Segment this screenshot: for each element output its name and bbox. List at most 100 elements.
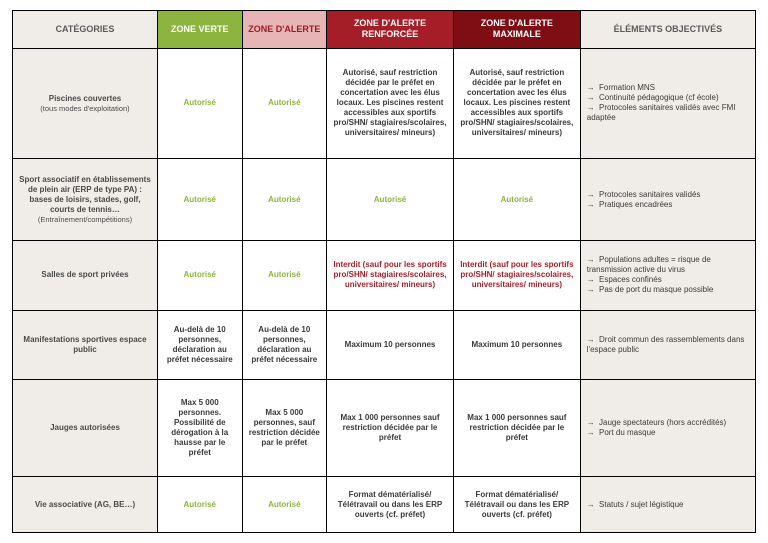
- element-line: → Pas de port du masque possible: [587, 285, 749, 295]
- arrow-icon: →: [587, 335, 597, 345]
- category-main: Piscines couvertes: [49, 94, 121, 103]
- arrow-icon: →: [587, 83, 597, 93]
- element-text: Espaces confinés: [597, 275, 662, 284]
- category-main: Jauges autorisées: [50, 423, 120, 432]
- category-main: Sport associatif en établissements de pl…: [19, 175, 151, 214]
- cell-maximale: Autorisé, sauf restriction décidée par l…: [453, 48, 580, 158]
- cell-renforcee: Interdit (sauf pour les sportifs pro/SHN…: [327, 241, 454, 311]
- elements-cell: → Jauge spectateurs (hors accrédités)→ P…: [580, 380, 755, 477]
- element-line: → Port du masque: [587, 428, 749, 438]
- cell-text: Autorisé: [268, 500, 300, 509]
- element-line: → Droit commun des rassemblements dans l…: [587, 335, 749, 355]
- cell-text: Max 5 000 personnes, sauf restriction dé…: [249, 408, 320, 447]
- element-line: → Jauge spectateurs (hors accrédités): [587, 418, 749, 428]
- arrow-icon: →: [587, 428, 597, 438]
- cell-verte: Au-delà de 10 personnes, déclaration au …: [157, 310, 242, 380]
- cell-renforcee: Format dématérialisé/ Télétravail ou dan…: [327, 477, 454, 533]
- arrow-icon: →: [587, 190, 597, 200]
- cell-renforcee: Maximum 10 personnes: [327, 310, 454, 380]
- element-line: → Protocoles sanitaires validés avec FMI…: [587, 103, 749, 123]
- cell-maximale: Autorisé: [453, 158, 580, 240]
- element-text: Formation MNS: [597, 83, 655, 92]
- cell-text: Autorisé, sauf restriction décidée par l…: [334, 68, 447, 137]
- cell-text: Autorisé: [184, 195, 216, 204]
- cell-text: Max 5 000 personnes. Possibilité de déro…: [171, 398, 228, 457]
- cell-text: Interdit (sauf pour les sportifs pro/SHN…: [460, 260, 573, 289]
- element-line: → Protocoles sanitaires validés: [587, 190, 749, 200]
- element-text: Port du masque: [597, 428, 656, 437]
- cell-renforcee: Autorisé, sauf restriction décidée par l…: [327, 48, 454, 158]
- arrow-icon: →: [587, 275, 597, 285]
- category-main: Salles de sport privées: [41, 270, 128, 279]
- table-row: Vie associative (AG, BE…) Autorisé Autoris…: [13, 477, 756, 533]
- cell-text: Autorisé: [184, 270, 216, 279]
- elements-cell: → Formation MNS→ Continuité pédagogique …: [580, 48, 755, 158]
- header-categories: CATÉGORIES: [13, 11, 158, 49]
- category-sub: (tous modes d'exploitation): [19, 104, 151, 113]
- element-line: → Populations adultes = risque de transm…: [587, 255, 749, 275]
- category-main: Manifestations sportives espace public: [23, 335, 146, 354]
- table-row: Manifestations sportives espace public Au…: [13, 310, 756, 380]
- arrow-icon: →: [587, 93, 597, 103]
- element-text: Continuité pédagogique (cf école): [597, 93, 719, 102]
- cell-text: Format dématérialisé/ Télétravail ou dan…: [338, 490, 442, 519]
- element-text: Pratiques encadrées: [597, 200, 673, 209]
- arrow-icon: →: [587, 255, 597, 265]
- category-cell: Piscines couvertes(tous modes d'exploita…: [13, 48, 158, 158]
- cell-text: Autorisé: [268, 270, 300, 279]
- element-line: → Continuité pédagogique (cf école): [587, 93, 749, 103]
- elements-cell: → Populations adultes = risque de transm…: [580, 241, 755, 311]
- category-cell: Salles de sport privées: [13, 241, 158, 311]
- cell-maximale: Maximum 10 personnes: [453, 310, 580, 380]
- zone-table: CATÉGORIES ZONE VERTE ZONE D'ALERTE ZONE…: [12, 10, 756, 533]
- category-cell: Vie associative (AG, BE…): [13, 477, 158, 533]
- cell-verte: Autorisé: [157, 48, 242, 158]
- element-text: Statuts / sujet légistique: [597, 500, 684, 509]
- cell-text: Max 1 000 personnes sauf restriction déc…: [340, 413, 439, 442]
- arrow-icon: →: [587, 500, 597, 510]
- cell-text: Autorisé: [184, 98, 216, 107]
- cell-maximale: Interdit (sauf pour les sportifs pro/SHN…: [453, 241, 580, 311]
- header-elements: ÉLÉMENTS OBJECTIVÉS: [580, 11, 755, 49]
- cell-text: Autorisé, sauf restriction décidée par l…: [460, 68, 573, 137]
- cell-text: Autorisé: [268, 98, 300, 107]
- table-row: Jauges autorisées Max 5 000 personnes. Po…: [13, 380, 756, 477]
- header-zone-verte: ZONE VERTE: [157, 11, 242, 49]
- cell-text: Maximum 10 personnes: [345, 340, 436, 349]
- cell-renforcee: Autorisé: [327, 158, 454, 240]
- cell-text: Autorisé: [501, 195, 533, 204]
- cell-text: Autorisé: [184, 500, 216, 509]
- category-sub: (Entraînement/compétitions): [19, 215, 151, 224]
- cell-alerte: Autorisé: [242, 48, 327, 158]
- cell-verte: Autorisé: [157, 241, 242, 311]
- element-line: → Pratiques encadrées: [587, 200, 749, 210]
- cell-text: Au-delà de 10 personnes, déclaration au …: [167, 325, 233, 364]
- element-line: → Statuts / sujet légistique: [587, 500, 749, 510]
- category-cell: Jauges autorisées: [13, 380, 158, 477]
- arrow-icon: →: [587, 418, 597, 428]
- table-row: Salles de sport privées Autorisé Autorisé I…: [13, 241, 756, 311]
- element-line: → Espaces confinés: [587, 275, 749, 285]
- cell-maximale: Max 1 000 personnes sauf restriction déc…: [453, 380, 580, 477]
- cell-alerte: Autorisé: [242, 477, 327, 533]
- table-body: Piscines couvertes(tous modes d'exploita…: [13, 48, 756, 533]
- element-text: Protocoles sanitaires validés: [597, 190, 701, 199]
- cell-text: Au-delà de 10 personnes, déclaration au …: [251, 325, 317, 364]
- cell-text: Format dématérialisé/ Télétravail ou dan…: [465, 490, 569, 519]
- table-row: Sport associatif en établissements de pl…: [13, 158, 756, 240]
- elements-cell: → Droit commun des rassemblements dans l…: [580, 310, 755, 380]
- element-text: Jauge spectateurs (hors accrédités): [597, 418, 726, 427]
- category-main: Vie associative (AG, BE…): [35, 500, 135, 509]
- cell-text: Autorisé: [374, 195, 406, 204]
- element-text: Populations adultes = risque de transmis…: [587, 255, 711, 274]
- arrow-icon: →: [587, 103, 597, 113]
- cell-alerte: Max 5 000 personnes, sauf restriction dé…: [242, 380, 327, 477]
- elements-cell: → Protocoles sanitaires validés→ Pratiqu…: [580, 158, 755, 240]
- cell-maximale: Format dématérialisé/ Télétravail ou dan…: [453, 477, 580, 533]
- element-text: Droit commun des rassemblements dans l'e…: [587, 335, 745, 354]
- cell-text: Max 1 000 personnes sauf restriction déc…: [467, 413, 566, 442]
- arrow-icon: →: [587, 285, 597, 295]
- header-zone-alerte: ZONE D'ALERTE: [242, 11, 327, 49]
- cell-renforcee: Max 1 000 personnes sauf restriction déc…: [327, 380, 454, 477]
- element-line: → Formation MNS: [587, 83, 749, 93]
